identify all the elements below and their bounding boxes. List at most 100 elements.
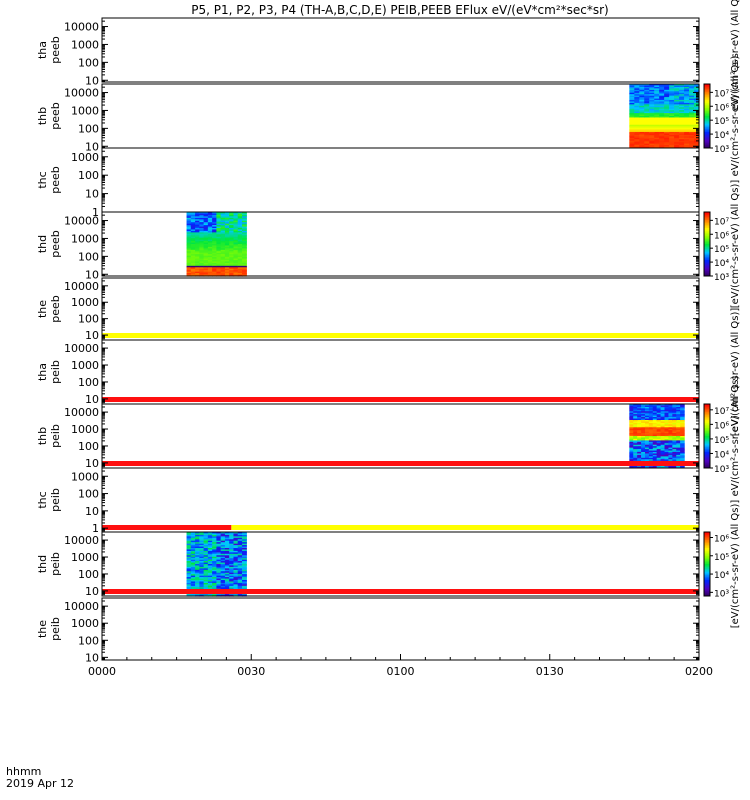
spectrogram-cell — [237, 581, 243, 584]
colorbar-step — [704, 407, 710, 410]
spectrogram-cell — [229, 566, 235, 569]
spectrogram-cell — [652, 406, 658, 409]
spectrogram-cell — [668, 422, 673, 425]
spectrogram-cell — [669, 145, 675, 148]
spectrogram-cell — [639, 107, 645, 110]
spectrogram-cell — [680, 425, 685, 428]
spectrogram-cell — [242, 537, 247, 540]
spectrogram-cell — [229, 260, 235, 263]
spectrogram-cell — [652, 443, 658, 446]
spectrogram-cell — [199, 562, 205, 565]
panel-instrument-label: peib — [49, 488, 62, 512]
spectrogram-cell — [644, 110, 650, 113]
spectrogram-cell — [629, 108, 635, 111]
spectrogram-cell — [212, 254, 218, 257]
spectrogram-cell — [660, 438, 666, 441]
spectrogram-cell — [659, 142, 665, 145]
y-tick-label: 100 — [78, 634, 99, 647]
colorbar-tick-label: 10⁶ — [714, 534, 729, 544]
spectrogram-cell — [190, 244, 196, 247]
spectrogram-cell — [212, 246, 218, 249]
spectrogram-cell — [216, 225, 222, 228]
spectrogram-cell — [237, 545, 243, 548]
spectrogram-cell — [242, 220, 247, 223]
spectrogram-cell — [654, 136, 660, 139]
colorbar-step — [704, 565, 710, 568]
spectrogram-cell — [190, 229, 196, 232]
spectrogram-cell — [656, 430, 662, 433]
spectrogram-cell — [190, 558, 196, 561]
spectrogram-cell — [644, 441, 650, 444]
spectrogram-cell — [652, 459, 658, 462]
spectrogram-cell — [212, 258, 218, 261]
spectrogram-cell — [680, 411, 685, 414]
spectrogram-cell — [629, 457, 634, 460]
spectrogram-cell — [190, 260, 196, 263]
spectrogram-cell — [680, 427, 685, 430]
spectrogram-cell — [186, 268, 192, 271]
spectrogram-cell — [669, 124, 675, 127]
spectrogram-cell — [190, 239, 196, 242]
y-tick-label: 100 — [78, 488, 99, 501]
spectrogram-cell — [229, 559, 235, 562]
spectrogram-cell — [672, 457, 677, 460]
spectrogram-cell — [637, 409, 642, 412]
spectrogram-cell — [664, 454, 670, 457]
spectrogram-cell — [190, 542, 196, 545]
spectrogram-cell — [195, 561, 200, 564]
spectrogram-cell — [660, 412, 666, 415]
spectrogram-cell — [203, 558, 209, 561]
y-tick-label: 10000 — [64, 534, 99, 547]
spectrogram-cell — [648, 415, 654, 418]
spectrogram-cell — [674, 137, 680, 140]
spectrogram-cell — [679, 134, 685, 137]
spectrogram-cell — [186, 562, 192, 565]
spectrogram-cell — [633, 434, 638, 437]
spectrogram-cell — [679, 137, 685, 140]
spectrogram-cell — [190, 574, 196, 577]
y-tick-label: 10 — [85, 268, 99, 281]
spectrogram-cell — [242, 572, 247, 575]
spectrogram-cell — [644, 456, 650, 459]
spectrogram-cell — [233, 559, 239, 562]
spectrogram-cell — [224, 254, 230, 257]
spectrogram-cell — [186, 574, 192, 577]
spectrogram-cell — [641, 444, 646, 447]
spectrogram-cell — [186, 230, 192, 233]
spectrogram-cell — [694, 84, 700, 87]
spectrogram-cell — [668, 420, 673, 423]
spectrogram-cell — [689, 118, 695, 121]
spectrogram-cell — [229, 268, 235, 271]
spectrogram-cell — [679, 126, 685, 129]
spectrogram-cell — [633, 454, 638, 457]
y-tick-label: 1000 — [71, 104, 99, 117]
spectrogram-cell — [186, 542, 192, 545]
spectrogram-cell — [633, 444, 638, 447]
spectrogram-cell — [212, 255, 218, 258]
spectrogram-cell — [689, 108, 695, 111]
spectrogram-cell — [186, 264, 192, 267]
spectrogram-cell — [203, 582, 209, 585]
spectrogram-cell — [237, 230, 243, 233]
spectrogram-cell — [649, 91, 655, 94]
spectrogram-cell — [648, 417, 654, 420]
spectrogram-cell — [237, 558, 243, 561]
spectrogram-cell — [207, 587, 213, 590]
spectrogram-cell — [664, 111, 670, 114]
spectrogram-cell — [233, 533, 239, 536]
spectrogram-cell — [242, 246, 247, 249]
spectrogram-cell — [216, 246, 222, 249]
spectrogram-cell — [641, 453, 646, 456]
colorbar-step — [704, 119, 710, 122]
spectrogram-cell — [229, 539, 235, 542]
spectrogram-cell — [672, 450, 677, 453]
colorbar-step — [704, 562, 710, 565]
colorbar-tick-label: 10⁵ — [714, 117, 729, 127]
spectrogram-cell — [664, 94, 670, 97]
spectrogram-cell — [637, 438, 642, 441]
spectrogram-cell — [203, 212, 209, 215]
spectrogram-cell — [216, 555, 222, 558]
spectrogram-cell — [629, 424, 634, 427]
spectrogram-cell — [648, 406, 654, 409]
spectrogram-data — [186, 212, 247, 277]
